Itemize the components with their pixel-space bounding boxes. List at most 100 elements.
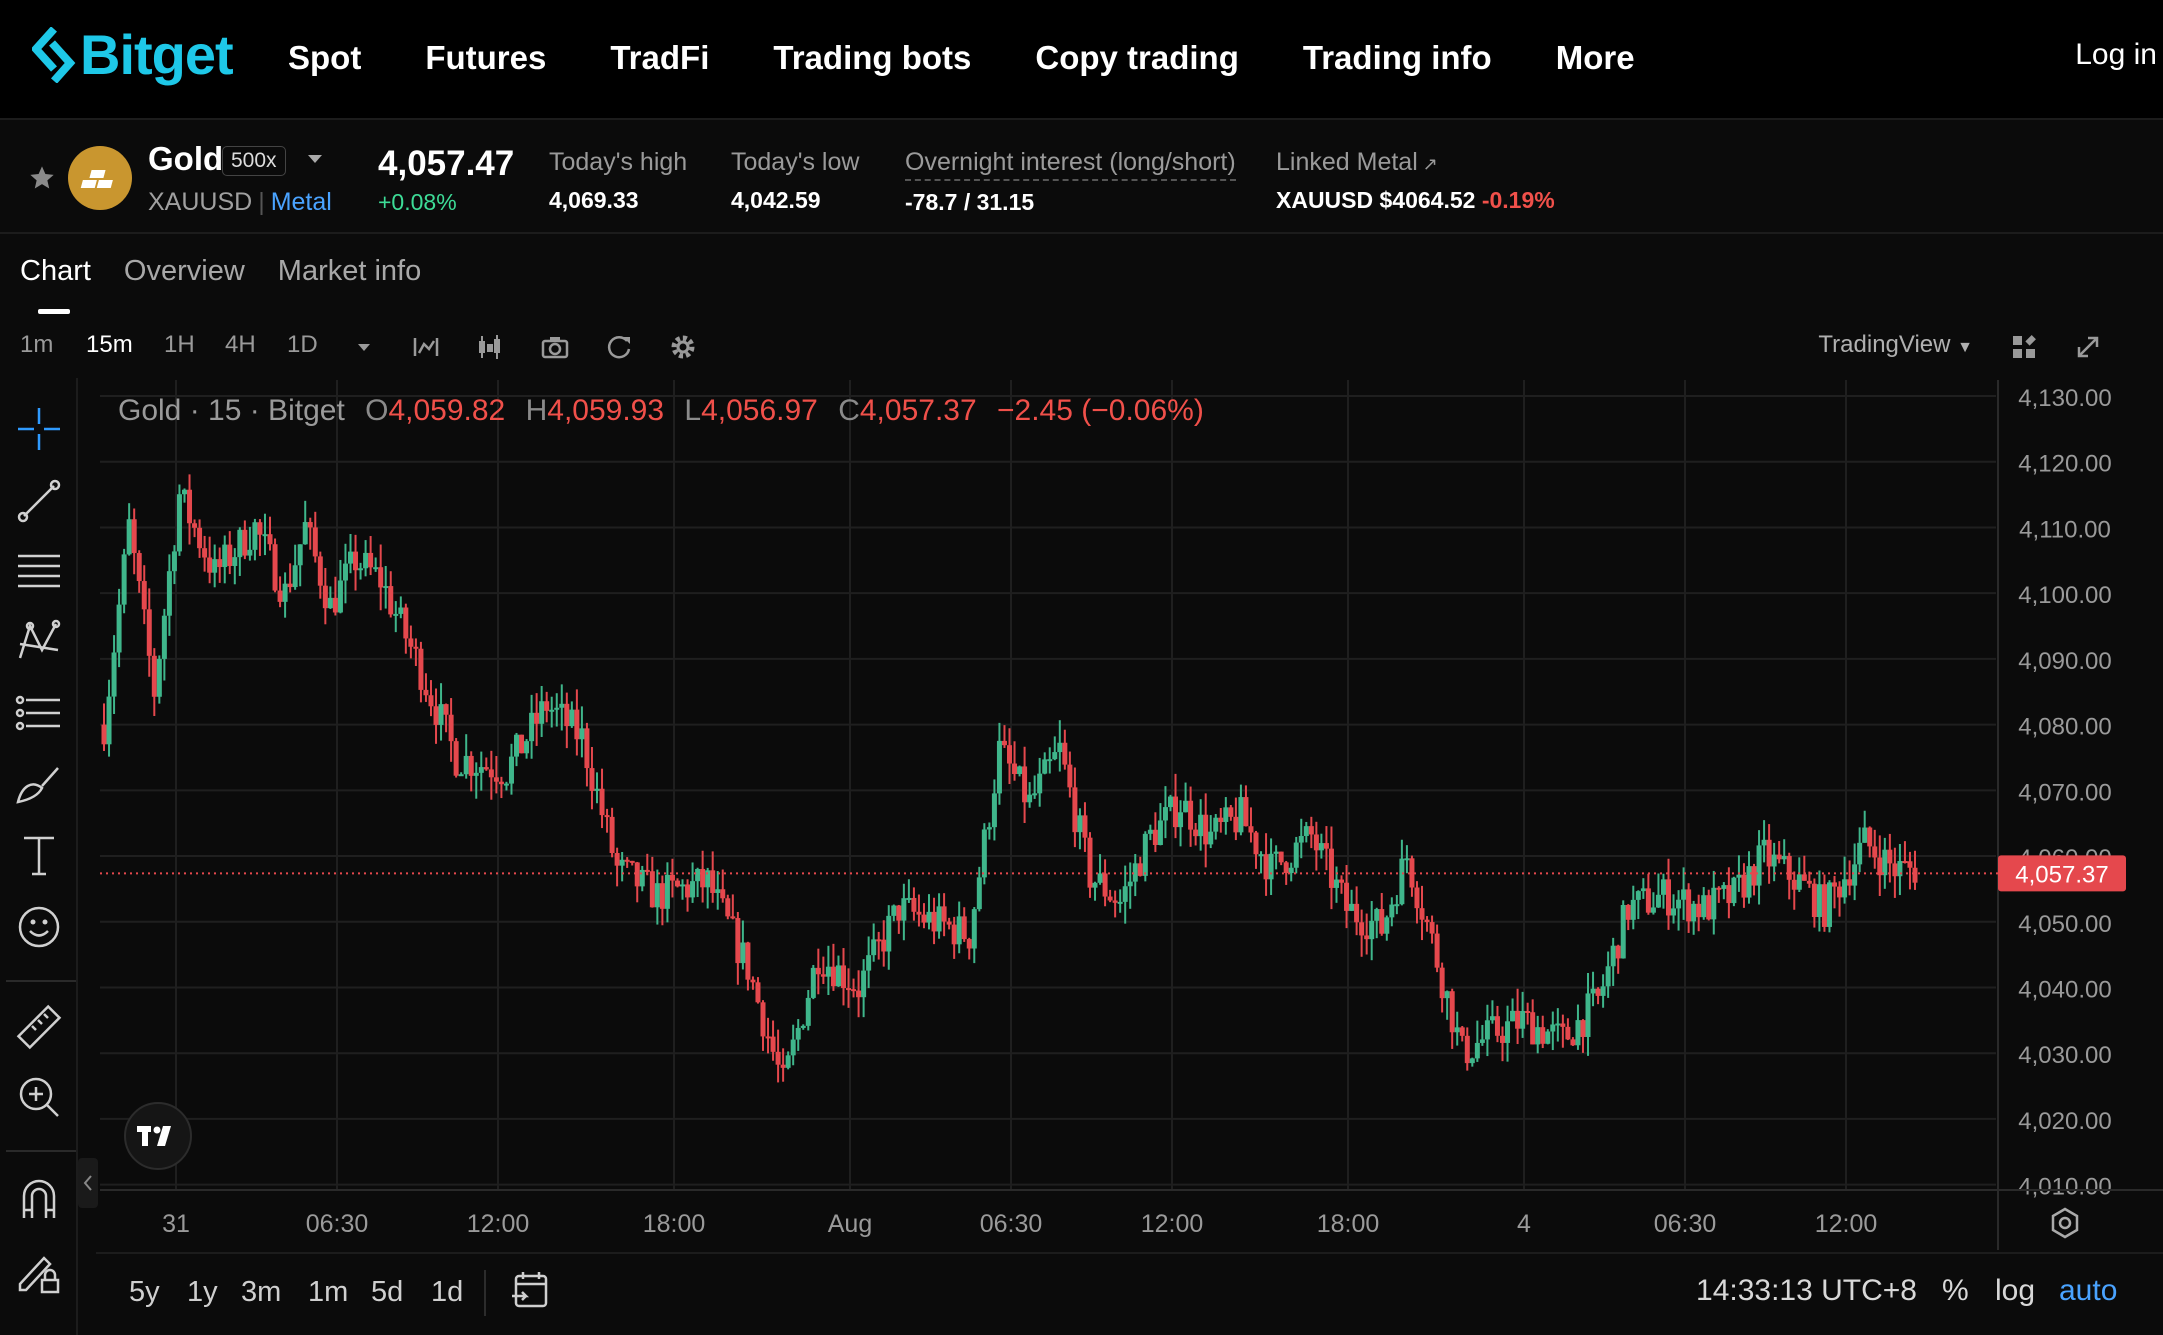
timeframe-1d[interactable]: 1D <box>287 331 318 358</box>
stat-overnight-interest[interactable]: Overnight interest (long/short) -78.7 / … <box>905 148 1236 216</box>
range-1m[interactable]: 1m <box>308 1276 349 1308</box>
gold-coin-icon <box>68 146 132 210</box>
favorite-star-icon[interactable] <box>28 164 56 192</box>
range-3m[interactable]: 3m <box>241 1276 282 1308</box>
fib-retracement-icon[interactable] <box>12 544 66 598</box>
camera-icon[interactable] <box>537 329 573 365</box>
trend-line-icon[interactable] <box>12 474 66 528</box>
nav-copy-trading[interactable]: Copy trading <box>1035 39 1239 76</box>
candle-body <box>131 519 137 554</box>
nav-futures[interactable]: Futures <box>425 39 547 76</box>
range-1d[interactable]: 1d <box>431 1276 464 1308</box>
chart-source-select[interactable]: TradingView ▼ <box>1818 331 1973 359</box>
tab-market-info[interactable]: Market info <box>277 255 422 287</box>
candle-body <box>1655 894 1661 908</box>
candle-body <box>332 597 338 613</box>
candle-body <box>508 756 514 784</box>
candle-body <box>619 859 625 866</box>
brush-icon[interactable] <box>12 758 66 812</box>
candle-body <box>363 552 369 569</box>
zoom-in-icon[interactable] <box>12 1070 66 1124</box>
tab-overview[interactable]: Overview <box>123 255 245 287</box>
candle-body <box>373 567 379 570</box>
y-axis-tick-label: 4,070.00 <box>2018 779 2111 806</box>
timeframe-15m[interactable]: 15m <box>86 331 133 358</box>
timeframe-4h[interactable]: 4H <box>225 331 256 358</box>
ruler-icon[interactable] <box>12 1000 66 1054</box>
todays-low-value: 4,042.59 <box>731 187 821 213</box>
nav-spot[interactable]: Spot <box>288 39 362 76</box>
prediction-tool-icon[interactable] <box>12 686 66 740</box>
layout-grid-icon[interactable] <box>2006 329 2042 365</box>
nav-trading-bots[interactable]: Trading bots <box>773 39 972 76</box>
candle-body <box>770 1036 776 1052</box>
chart-settings-icon[interactable] <box>2048 1206 2082 1240</box>
bitget-logo[interactable]: Bitget <box>32 22 234 87</box>
chart-clock[interactable]: 14:33:13 UTC+8 <box>1696 1274 1917 1307</box>
range-5y[interactable]: 5y <box>129 1276 160 1308</box>
candle-body <box>1595 988 1601 996</box>
timeframe-1h[interactable]: 1H <box>164 331 195 358</box>
candle-body <box>337 580 343 613</box>
candle-body <box>368 552 374 568</box>
candle-body <box>1545 1031 1551 1044</box>
candle-body <box>262 534 268 537</box>
stat-linked-metal[interactable]: Linked Metal ↗ XAUUSD $4064.52 -0.19% <box>1276 148 1555 214</box>
candle-type-icon[interactable] <box>472 329 508 365</box>
go-to-date-icon[interactable] <box>510 1270 550 1312</box>
tab-chart[interactable]: Chart <box>20 255 91 287</box>
candle-body <box>846 988 852 991</box>
candle-body <box>835 965 841 987</box>
reset-chart-icon[interactable] <box>601 329 637 365</box>
fullscreen-icon[interactable] <box>2070 329 2106 365</box>
candle-body <box>1389 904 1395 918</box>
candle-body <box>1001 740 1007 746</box>
candle-body <box>1137 863 1143 876</box>
candle-body <box>1248 826 1254 833</box>
indicator-compare-icon[interactable] <box>408 329 444 365</box>
instrument-category-link[interactable]: Metal <box>270 188 332 216</box>
candle-body <box>529 712 535 742</box>
candle-body <box>1882 849 1888 876</box>
candle-body <box>1525 1011 1531 1014</box>
candle-body <box>659 883 665 909</box>
pattern-tool-icon[interactable] <box>12 614 66 668</box>
candle-body <box>141 581 147 610</box>
bottom-bar-divider <box>484 1270 486 1316</box>
nav-trading-info[interactable]: Trading info <box>1302 39 1492 76</box>
y-axis-tick-label: 4,010.00 <box>2018 1174 2111 1201</box>
timeframe-dropdown-icon[interactable] <box>346 329 382 365</box>
auto-scale-toggle[interactable]: auto <box>2059 1274 2118 1307</box>
candle-body <box>1198 814 1204 837</box>
candle-body <box>881 939 887 952</box>
candle-body <box>493 777 499 782</box>
candle-body <box>1188 800 1194 830</box>
candle-body <box>1580 1020 1586 1037</box>
candle-body <box>1303 826 1309 837</box>
nav-more[interactable]: More <box>1555 39 1635 76</box>
login-button[interactable]: Log in <box>2075 38 2157 71</box>
percent-scale-toggle[interactable]: % <box>1942 1274 1969 1307</box>
emoji-icon[interactable] <box>12 900 66 954</box>
candle-body <box>539 701 545 724</box>
candle-body <box>1756 845 1762 886</box>
log-scale-toggle[interactable]: log <box>1995 1274 2036 1307</box>
candle-body <box>498 781 504 785</box>
crosshair-icon[interactable] <box>12 402 66 456</box>
tradingview-logo[interactable] <box>124 1102 192 1170</box>
text-tool-icon[interactable] <box>12 828 66 882</box>
candle-body <box>202 548 208 558</box>
candle-body <box>1293 842 1299 868</box>
lock-drawings-icon[interactable] <box>12 1244 66 1298</box>
magnet-icon[interactable] <box>12 1172 66 1226</box>
settings-gear-icon[interactable] <box>665 329 701 365</box>
candle-body <box>765 1036 771 1039</box>
timeframe-1m[interactable]: 1m <box>20 331 54 358</box>
range-5d[interactable]: 5d <box>371 1276 404 1308</box>
candle-body <box>991 793 997 828</box>
instrument-dropdown-icon[interactable] <box>306 152 324 166</box>
nav-tradfi[interactable]: TradFi <box>610 39 710 76</box>
collapse-toolbar-chevron-icon[interactable] <box>78 1158 98 1208</box>
range-1y[interactable]: 1y <box>187 1276 218 1308</box>
